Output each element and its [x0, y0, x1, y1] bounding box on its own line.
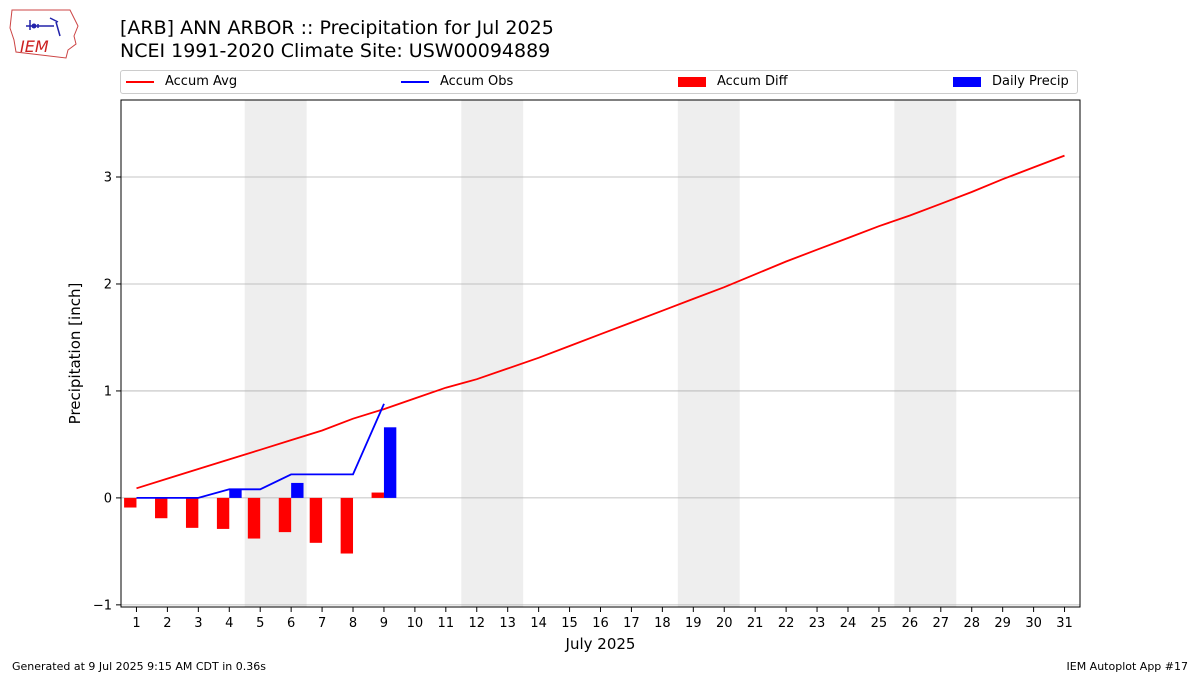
x-tick-label: 8 [349, 616, 357, 631]
accum-diff-bar [124, 497, 137, 508]
x-tick-label: 12 [468, 616, 485, 631]
x-tick-label: 26 [902, 616, 919, 631]
x-tick-label: 23 [809, 616, 826, 631]
daily-precip-bar [383, 427, 397, 498]
sensor-dot-icon [31, 23, 37, 29]
accum-avg-line [136, 154, 1065, 490]
x-tick-label: 28 [963, 616, 980, 631]
daily-precip-bar [229, 489, 242, 498]
x-tick-label: 20 [716, 616, 733, 631]
x-tick-label: 17 [623, 616, 640, 631]
legend-label-accum-avg: Accum Avg [165, 74, 238, 89]
x-tick-label: 6 [287, 616, 295, 631]
chart-subtitle: NCEI 1991-2020 Climate Site: USW00094889 [120, 40, 551, 62]
footer-app-text: IEM Autoplot App #17 [1066, 660, 1189, 673]
accum-diff-bar [340, 497, 354, 554]
legend-label-accum-obs: Accum Obs [440, 74, 514, 89]
x-tick-label: 1 [132, 616, 140, 631]
legend-swatch-accum-avg [126, 80, 154, 83]
y-axis-label: Precipitation [inch] [66, 283, 84, 425]
legend-item-accum-diff: Accum Diff [678, 74, 788, 89]
legend-swatch-accum-obs [401, 80, 429, 83]
legend-label-accum-diff: Accum Diff [717, 74, 788, 89]
accum-diff-bar [155, 497, 168, 519]
x-tick-label: 29 [994, 616, 1011, 631]
weekend-band [894, 100, 957, 607]
x-tick-label: 2 [163, 616, 171, 631]
footer-generated-text: Generated at 9 Jul 2025 9:15 AM CDT in 0… [12, 660, 266, 673]
y-tick-label: 2 [104, 277, 112, 292]
plot-frame [120, 99, 1081, 608]
weekend-band [677, 100, 740, 607]
logo-text: IEM [20, 37, 49, 56]
weather-vane-icon [26, 17, 61, 37]
x-tick-label: 15 [561, 616, 578, 631]
accum-diff-bar [278, 497, 292, 533]
x-tick-label: 21 [747, 616, 764, 631]
accum-diff-bar [247, 497, 261, 539]
x-tick-label: 10 [407, 616, 424, 631]
x-tick-label: 5 [256, 616, 264, 631]
y-tick-label: 1 [104, 384, 112, 399]
x-tick-label: 22 [778, 616, 795, 631]
accum-diff-bar [185, 497, 199, 528]
accum-diff-bar [309, 497, 323, 543]
x-tick-label: 18 [654, 616, 671, 631]
y-tick-label: 3 [104, 171, 112, 186]
legend-label-daily-precip: Daily Precip [992, 74, 1069, 89]
legend-swatch-daily-precip [953, 76, 981, 87]
x-tick-label: 11 [438, 616, 455, 631]
x-tick-label: 16 [592, 616, 609, 631]
accum-obs-line [136, 403, 385, 499]
iem-logo: IEM [9, 9, 79, 59]
legend-item-accum-avg: Accum Avg [126, 74, 237, 89]
chart-title: [ARB] ANN ARBOR :: Precipitation for Jul… [120, 17, 554, 39]
accum-diff-bar [371, 492, 384, 498]
x-tick-label: 9 [380, 616, 388, 631]
weekend-band [461, 100, 524, 607]
x-tick-label: 13 [499, 616, 516, 631]
x-tick-label: 25 [871, 616, 888, 631]
accum-diff-bar [216, 497, 230, 529]
x-tick-label: 27 [933, 616, 950, 631]
weekend-band [244, 100, 307, 607]
legend-item-accum-obs: Accum Obs [401, 74, 513, 89]
x-tick-label: 31 [1056, 616, 1073, 631]
x-tick-label: 3 [194, 616, 202, 631]
legend: Accum Avg Accum Obs Accum Diff Daily Pre… [120, 70, 1078, 94]
legend-item-daily-precip: Daily Precip [953, 74, 1069, 89]
x-tick-label: 14 [530, 616, 547, 631]
x-tick-label: 24 [840, 616, 857, 631]
x-tick-label: 19 [685, 616, 702, 631]
y-tick-label: −1 [93, 598, 112, 613]
x-tick-label: 7 [318, 616, 326, 631]
daily-precip-bar [291, 482, 304, 498]
y-tick-label: 0 [104, 491, 112, 506]
iowa-outline-icon [9, 9, 79, 59]
legend-swatch-accum-diff [678, 76, 706, 87]
x-tick-label: 4 [225, 616, 233, 631]
x-tick-label: 30 [1025, 616, 1042, 631]
x-axis-label: July 2025 [565, 635, 636, 653]
